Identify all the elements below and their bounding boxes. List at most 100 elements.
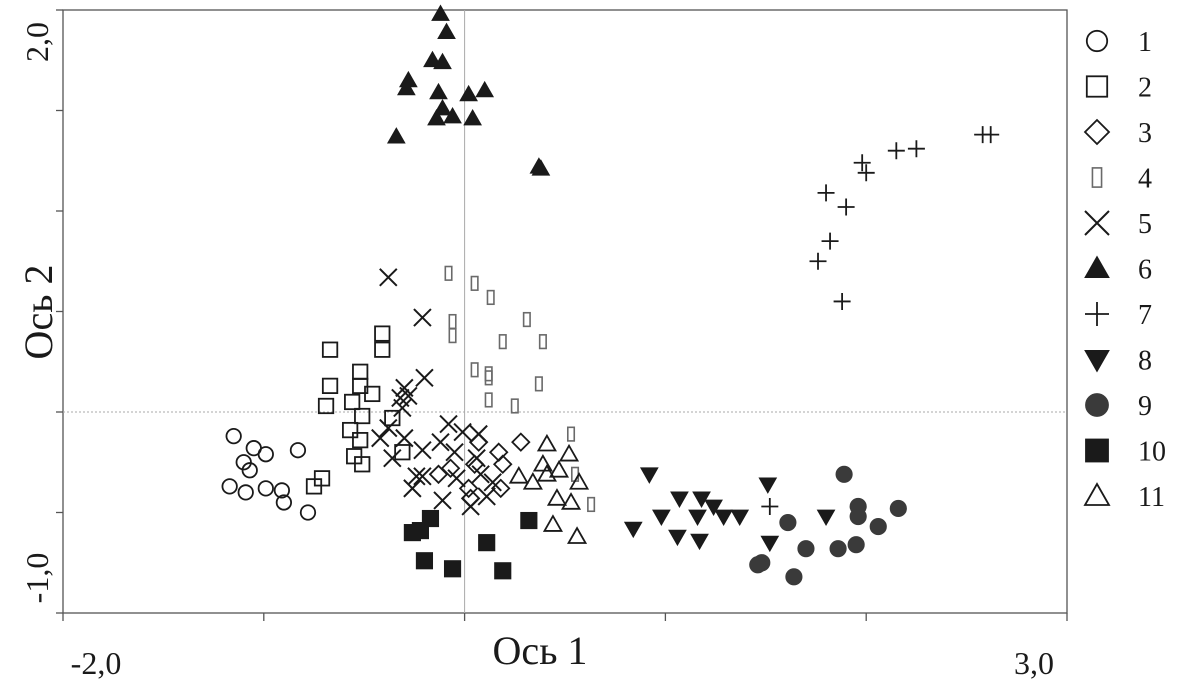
data-point-series-4: [522, 311, 531, 328]
legend-marker-9: [1085, 393, 1109, 417]
data-point-series-4: [444, 265, 453, 281]
data-point-series-5: [445, 442, 464, 462]
data-point-series-3: [492, 454, 513, 475]
data-point-series-8: [690, 533, 709, 551]
legend-item-9: 9: [1085, 391, 1152, 422]
data-point-series-3: [490, 478, 511, 499]
data-point-series-1: [299, 504, 317, 521]
data-point-series-6: [437, 22, 456, 39]
data-point-series-2: [344, 393, 361, 411]
data-point-series-11: [536, 463, 557, 482]
series-3: [428, 432, 531, 509]
data-point-series-5: [433, 491, 452, 510]
data-point-series-4: [484, 366, 493, 382]
data-point-series-3: [468, 432, 489, 452]
data-point-series-7: [907, 140, 925, 158]
series-9: [749, 465, 907, 586]
data-point-series-4: [538, 334, 547, 350]
data-point-series-2: [374, 341, 391, 358]
data-point-series-8: [714, 509, 733, 527]
data-point-series-5: [407, 467, 426, 486]
data-point-series-7: [833, 292, 851, 310]
data-point-series-2: [321, 377, 339, 394]
data-point-series-6: [429, 82, 448, 100]
legend-label-9: 9: [1138, 391, 1152, 422]
data-point-series-5: [383, 449, 402, 468]
x-tick-label-right: 3,0: [1014, 645, 1054, 679]
data-point-series-4: [470, 362, 479, 378]
data-point-series-4: [486, 289, 495, 306]
y-tick-label-top: 2,0: [19, 22, 55, 62]
legend-item-2: 2: [1085, 73, 1152, 104]
legend-item-10: 10: [1085, 437, 1166, 468]
data-point-series-7: [857, 164, 875, 182]
data-point-series-6: [443, 107, 462, 124]
legend-label-2: 2: [1138, 73, 1152, 104]
legend-label-3: 3: [1138, 118, 1152, 149]
data-point-series-9: [779, 513, 797, 532]
data-point-series-6: [433, 98, 452, 116]
data-point-series-8: [623, 521, 643, 539]
data-point-series-4: [448, 328, 457, 344]
data-point-series-11: [532, 453, 553, 472]
data-point-series-1: [221, 478, 238, 495]
plot-frame: [62, 9, 1068, 614]
legend-marker-8: [1084, 350, 1110, 373]
data-point-series-1: [225, 427, 242, 445]
legend-item-3: 3: [1083, 118, 1152, 149]
data-point-series-9: [829, 540, 847, 558]
data-point-series-7: [837, 198, 855, 216]
data-point-series-11: [546, 488, 568, 506]
data-point-series-5: [471, 465, 490, 484]
series-4: [444, 265, 596, 513]
data-point-series-3: [464, 454, 485, 475]
data-point-series-1: [289, 442, 307, 459]
data-point-series-7: [821, 232, 839, 250]
data-point-series-5: [483, 473, 502, 492]
legend-item-4: 4: [1091, 164, 1152, 195]
data-point-series-11: [542, 514, 564, 532]
legend-label-10: 10: [1138, 437, 1166, 468]
data-point-series-1: [273, 482, 290, 499]
series-6: [386, 4, 551, 176]
data-point-series-7: [974, 126, 992, 144]
data-point-series-5: [399, 386, 418, 406]
data-point-series-6: [431, 4, 450, 21]
data-point-series-5: [413, 440, 432, 460]
data-point-series-4: [484, 370, 493, 386]
data-point-series-6: [386, 127, 406, 144]
legend-marker-7: [1085, 302, 1109, 326]
legend-marker-4: [1091, 167, 1103, 188]
data-point-series-7: [853, 154, 871, 172]
data-point-series-1: [257, 446, 274, 463]
series-11: [508, 433, 590, 544]
data-point-series-6: [427, 109, 446, 126]
data-point-series-8: [688, 509, 707, 527]
legend-label-6: 6: [1138, 255, 1152, 286]
data-point-series-10: [403, 524, 421, 542]
legend-marker-1: [1085, 29, 1109, 53]
data-point-series-3: [428, 464, 449, 485]
data-point-series-2: [394, 444, 411, 461]
data-point-series-6: [531, 159, 551, 176]
data-point-series-1: [235, 454, 252, 471]
data-point-series-10: [443, 560, 462, 578]
data-points: [221, 4, 1000, 586]
data-point-series-6: [433, 52, 452, 70]
series-7: [761, 126, 1000, 515]
data-point-series-11: [560, 492, 582, 510]
series-1: [221, 427, 317, 521]
data-point-series-5: [415, 368, 434, 388]
data-point-series-9: [869, 517, 887, 536]
series-5: [371, 268, 502, 516]
data-point-series-4: [510, 398, 519, 414]
legend-item-6: 6: [1084, 255, 1152, 286]
data-point-series-5: [413, 467, 432, 486]
legend-label-5: 5: [1138, 209, 1152, 240]
data-point-series-2: [364, 385, 381, 403]
data-point-series-11: [558, 443, 580, 462]
data-point-series-9: [849, 507, 867, 526]
data-point-series-1: [275, 494, 293, 511]
data-point-series-10: [415, 552, 434, 570]
data-point-series-2: [374, 325, 391, 342]
